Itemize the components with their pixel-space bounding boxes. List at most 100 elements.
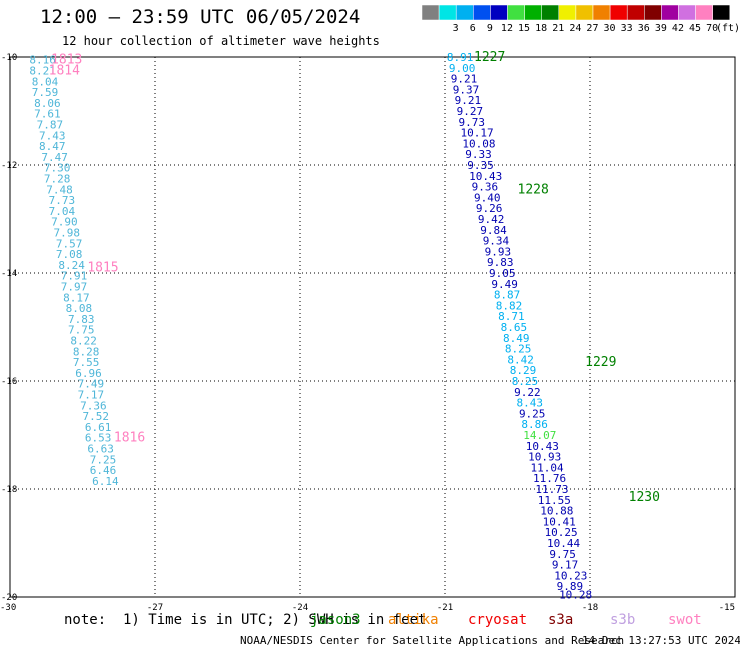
pass-time-label: 1815: [87, 261, 118, 276]
swh-value-label: 10.23: [554, 569, 587, 582]
swh-value-label: 10.08: [462, 137, 495, 150]
swh-value-label: 7.91: [61, 270, 88, 283]
swh-value-label: 9.75: [549, 548, 576, 561]
swh-value-label: 7.61: [34, 108, 61, 121]
swh-value-label: 7.48: [46, 183, 73, 196]
swh-value-label: 9.26: [476, 202, 503, 215]
swh-value-label: 9.35: [467, 159, 494, 172]
colorbar-tick-label: 9: [487, 23, 493, 34]
colorbar-swatch: [712, 4, 731, 21]
colorbar-tick-label: 18: [535, 23, 547, 34]
colorbar-swatch: [661, 4, 679, 21]
y-tick-label: -18: [1, 485, 17, 495]
swh-value-label: 7.90: [51, 216, 77, 229]
y-tick-label: -20: [1, 593, 17, 603]
swh-value-label: 8.71: [498, 310, 524, 323]
swh-value-label: 10.17: [460, 127, 493, 140]
y-tick-label: -10: [1, 53, 17, 63]
swh-value-label: 8.28: [73, 345, 100, 358]
colorbar-swatch: [695, 4, 713, 21]
satellite-legend-cryosat: cryosat: [468, 612, 528, 628]
swh-value-label: 9.21: [451, 73, 478, 86]
swh-value-label: 8.47: [39, 140, 66, 153]
colorbar-swatch: [592, 4, 611, 21]
colorbar-swatch: [609, 4, 628, 21]
swh-value-label: 8.82: [496, 299, 523, 312]
swh-value-label: 8.86: [521, 418, 548, 431]
swh-value-label: 9.89: [557, 580, 584, 593]
satellite-legend-jason3: jason3: [310, 612, 361, 628]
swh-value-label: 7.83: [68, 313, 95, 326]
colorbar-tick-label: 12: [501, 23, 513, 34]
swh-value-label: 8.25: [512, 375, 539, 388]
colorbar-tick-label: 39: [655, 23, 667, 34]
swh-value-label: 7.36: [80, 399, 107, 412]
colorbar-tick-label: 33: [621, 23, 633, 34]
swh-value-label: 7.52: [83, 410, 110, 423]
swh-value-label: 6.46: [90, 464, 117, 477]
swh-value-label: 7.28: [44, 173, 70, 186]
swh-value-label: 7.04: [49, 205, 76, 218]
swh-value-label: 6.14: [92, 475, 119, 488]
swh-value-label: 7.75: [68, 324, 95, 337]
swh-value-label: 7.49: [78, 378, 105, 391]
colorbar-tick-label: 21: [552, 23, 564, 34]
swh-value-label: 9.84: [480, 224, 507, 237]
swh-value-label: 9.00: [449, 62, 476, 75]
swh-value-label: 8.91: [447, 51, 474, 64]
swh-value-label: 9.21: [455, 94, 482, 107]
swh-value-label: 9.36: [472, 181, 499, 194]
swh-value-label: 8.24: [58, 259, 85, 272]
satellite-legend-altika: altika: [388, 612, 439, 628]
swh-value-label: 8.65: [501, 321, 528, 334]
swh-value-label: 7.30: [44, 162, 70, 175]
swh-value-label: 10.43: [469, 170, 502, 183]
satellite-legend-swot: swot: [668, 612, 702, 628]
pass-time-label: 1816: [114, 431, 145, 446]
colorbar-swatch: [678, 4, 696, 21]
swh-value-label: 8.49: [503, 332, 530, 345]
swh-value-label: 9.22: [514, 386, 541, 399]
swh-value-label: 8.08: [66, 302, 93, 315]
swh-value-label: 6.61: [85, 421, 112, 434]
map-title: 12:00 — 23:59 UTC 06/05/2024: [40, 6, 361, 28]
y-tick-label: -16: [1, 377, 17, 387]
swh-value-label: 9.83: [487, 256, 514, 269]
colorbar-tick-label: 45: [689, 23, 701, 34]
swh-value-label: 9.05: [489, 267, 516, 280]
swh-value-label: 9.37: [453, 83, 480, 96]
swh-value-label: 9.25: [519, 407, 546, 420]
swh-value-label: 7.87: [37, 119, 64, 132]
satellite-legend-s3b: s3b: [610, 612, 636, 628]
swh-value-label: 10.41: [543, 515, 576, 528]
colorbar-swatch: [438, 4, 457, 21]
colorbar-swatch: [490, 4, 508, 21]
swh-value-label: 9.34: [483, 235, 510, 248]
swh-value-label: 9.33: [465, 148, 492, 161]
x-tick-label: -15: [719, 603, 735, 613]
pass-time-label: 1229: [585, 355, 616, 370]
swh-value-label: 8.42: [507, 353, 533, 366]
swh-value-label: 8.21: [29, 65, 56, 78]
swh-value-label: 7.97: [61, 281, 88, 294]
swh-value-label: 7.47: [41, 151, 68, 164]
swh-value-label: 8.87: [494, 289, 520, 302]
colorbar-tick-label: 30: [604, 23, 616, 34]
swh-value-label: 8.17: [63, 291, 90, 304]
swh-value-label: 7.43: [39, 129, 66, 142]
colorbar-tick-label: 6: [470, 23, 476, 34]
colorbar-swatch: [541, 4, 560, 21]
x-tick-label: -27: [147, 603, 163, 613]
y-tick-label: -14: [1, 269, 17, 279]
x-tick-label: -18: [582, 603, 598, 613]
swh-value-label: 11.55: [538, 494, 571, 507]
swh-value-label: 11.04: [531, 461, 564, 474]
swh-value-label: 10.44: [547, 537, 580, 550]
swh-value-label: 7.73: [49, 194, 76, 207]
swh-value-label: 9.27: [457, 105, 484, 118]
pass-time-label: 1228: [518, 182, 549, 197]
colorbar-swatch: [507, 4, 525, 21]
swh-value-label: 10.88: [540, 505, 573, 518]
pass-time-label: 1227: [474, 50, 505, 65]
colorbar-unit-label: (ft): [716, 23, 740, 34]
